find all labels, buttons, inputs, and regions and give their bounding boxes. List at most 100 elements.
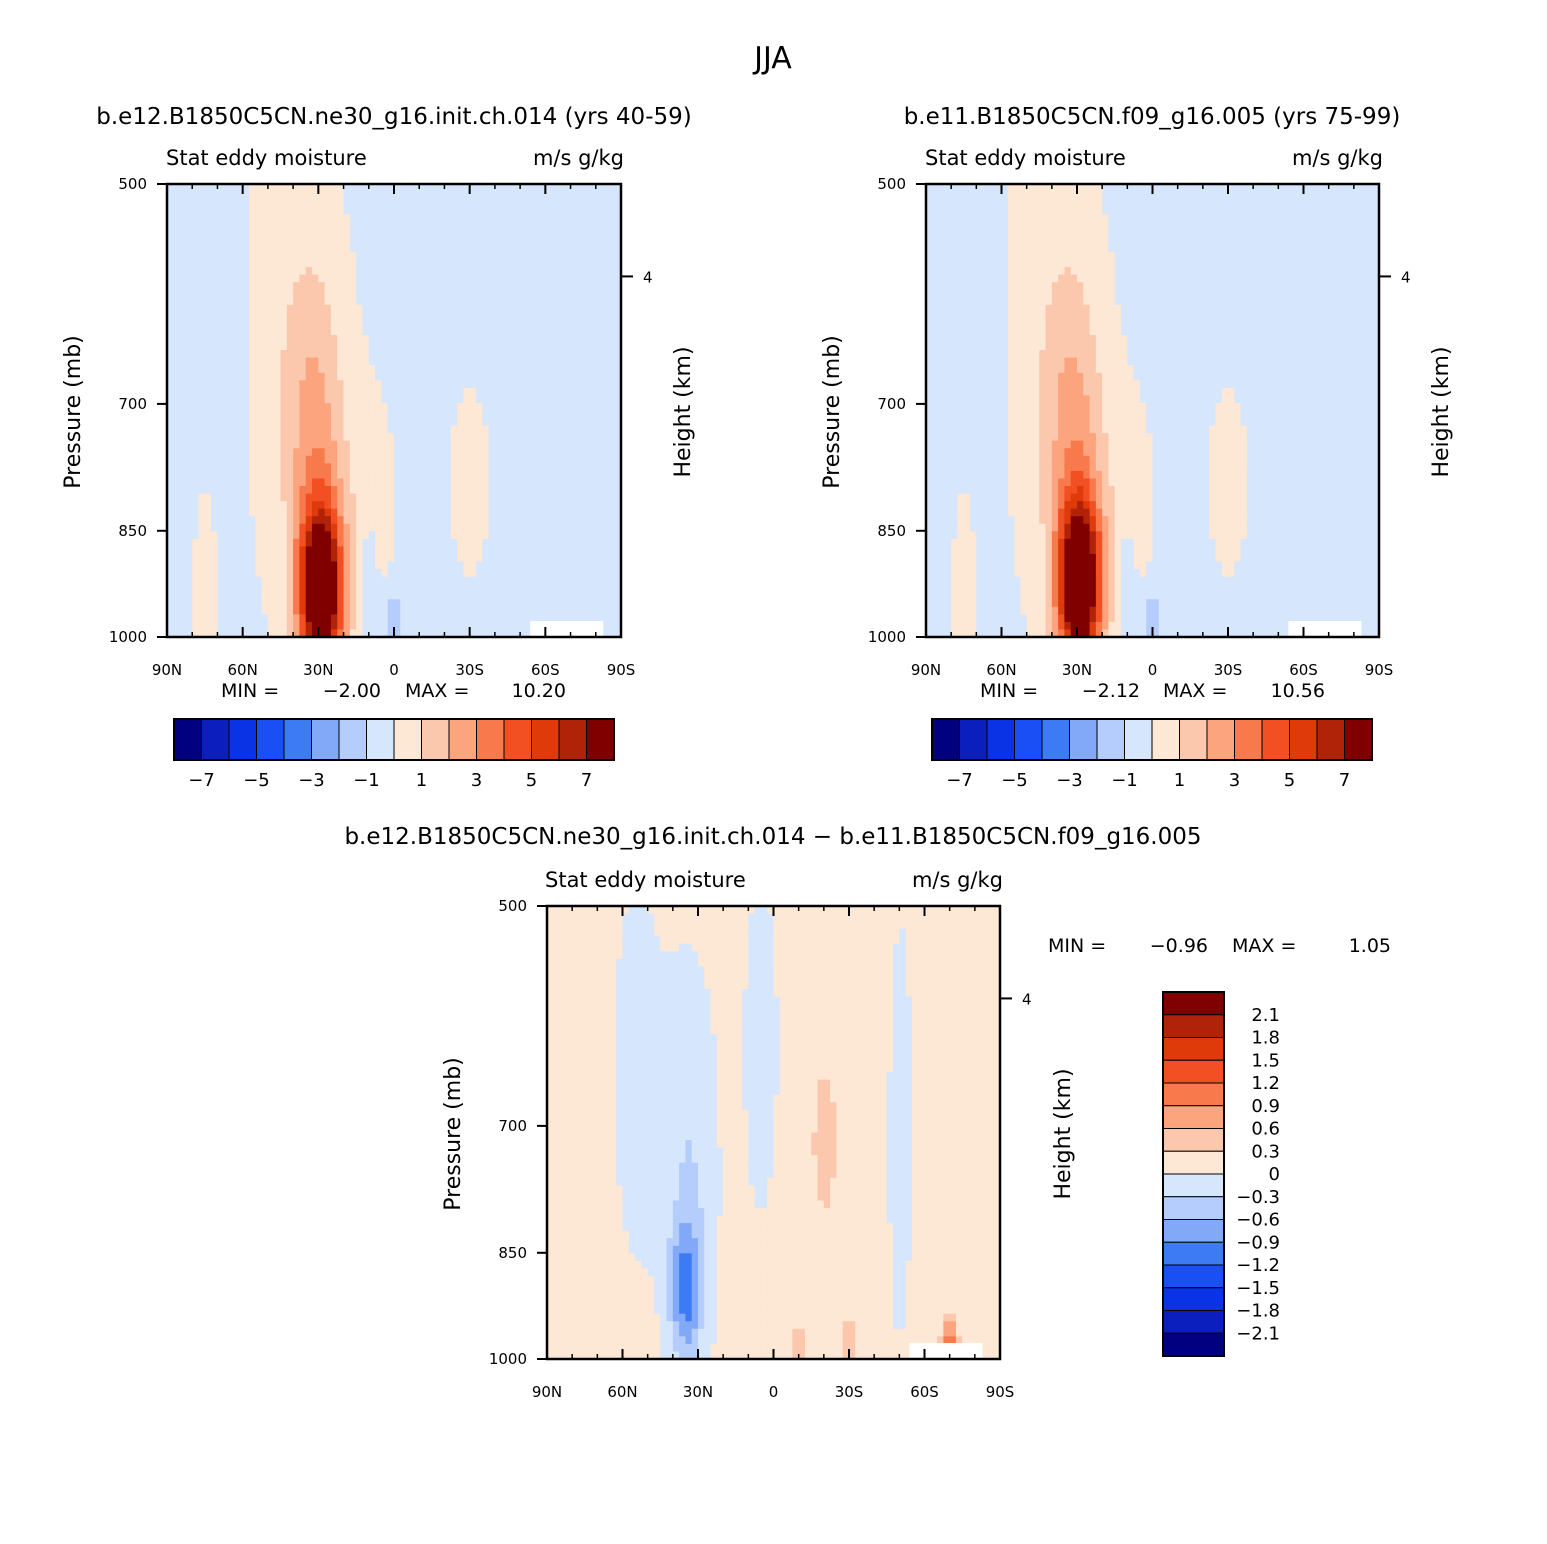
heatmap-cell [475,463,483,472]
heatmap-cell [179,410,187,419]
heatmap-cell [400,350,408,359]
heatmap-cell [482,372,490,381]
heatmap-cell [576,365,584,374]
heatmap-cell [349,538,357,547]
heatmap-cell [192,516,200,525]
heatmap-cell [305,584,313,593]
heatmap-cell [444,395,452,404]
heatmap-cell [330,501,338,510]
heatmap-cell [337,365,345,374]
heatmap-cell [280,591,288,600]
heatmap-cell [305,523,313,532]
heatmap-cell [179,591,187,600]
heatmap-cell [488,508,496,517]
heatmap-cell [394,418,401,427]
heatmap-cell [318,508,326,517]
heatmap-cell [482,508,490,517]
heatmap-cell [602,523,609,532]
heatmap-cell [944,425,952,434]
heatmap-cell [362,214,370,223]
heatmap-cell [312,455,319,464]
heatmap-cell [293,402,301,412]
heatmap-cell [589,199,597,208]
heatmap-cell [938,418,946,427]
heatmap-cell [957,312,965,321]
heatmap-cell [431,236,439,245]
heatmap-cell [293,501,301,510]
heatmap-cell [438,569,446,578]
heatmap-cell [488,501,496,510]
heatmap-cell [526,553,534,563]
heatmap-cell [951,448,959,457]
heatmap-cell [406,629,414,638]
heatmap-cell [167,327,174,336]
heatmap-cell [387,546,395,555]
heatmap-cell [976,380,984,389]
heatmap-cell [438,614,446,623]
heatmap-cell [394,221,401,230]
heatmap-cell [957,251,965,261]
heatmap-cell [305,418,313,427]
heatmap-cell [419,199,427,208]
heatmap-cell [926,501,933,510]
heatmap-cell [293,289,301,298]
heatmap-cell [261,327,269,336]
heatmap-cell [457,327,464,336]
heatmap-cell [932,629,940,638]
heatmap-cell [520,463,528,472]
heatmap-cell [267,402,275,412]
heatmap-cell [330,267,338,276]
heatmap-cell [349,214,357,223]
heatmap-cell [583,463,591,472]
heatmap-cell [488,538,496,547]
heatmap-cell [337,335,345,344]
heatmap-cell [957,304,965,313]
heatmap-cell [469,229,477,238]
heatmap-cell [425,357,433,366]
heatmap-cell [236,380,244,389]
heatmap-cell [583,410,591,419]
heatmap-cell [970,335,977,344]
heatmap-cell [520,606,528,615]
heatmap-cell [938,350,946,359]
heatmap-cell [204,335,212,344]
heatmap-cell [337,553,345,563]
heatmap-cell [469,501,477,510]
heatmap-cell [963,584,971,593]
heatmap-cell [192,342,200,351]
heatmap-cell [299,365,307,374]
heatmap-cell [457,463,464,472]
heatmap-cell [976,357,984,366]
heatmap-cell [305,486,313,495]
heatmap-cell [223,531,231,540]
heatmap-cell [564,455,572,464]
heatmap-cell [438,380,446,389]
heatmap-cell [217,629,225,638]
heatmap-cell [318,455,326,464]
heatmap-cell [970,206,977,215]
heatmap-cell [475,304,483,313]
heatmap-cell [286,531,294,540]
heatmap-cell [463,312,471,321]
heatmap-cell [192,221,200,230]
heatmap-cell [564,614,572,623]
heatmap-cell [944,184,952,193]
heatmap-cell [576,380,584,389]
heatmap-cell [602,425,609,434]
heatmap-cell [526,614,534,623]
heatmap-cell [406,418,414,427]
heatmap-cell [274,282,282,291]
heatmap-cell [305,214,313,223]
heatmap-cell [381,327,389,336]
heatmap-cell [545,267,553,276]
heatmap-cell [494,614,502,623]
heatmap-cell [280,236,288,245]
heatmap-cell [551,251,559,261]
heatmap-cell [330,553,338,563]
heatmap-cell [204,448,212,457]
heatmap-cell [570,425,578,434]
heatmap-cell [438,214,446,223]
heatmap-cell [198,418,206,427]
heatmap-cell [343,599,351,608]
heatmap-cell [450,561,458,570]
